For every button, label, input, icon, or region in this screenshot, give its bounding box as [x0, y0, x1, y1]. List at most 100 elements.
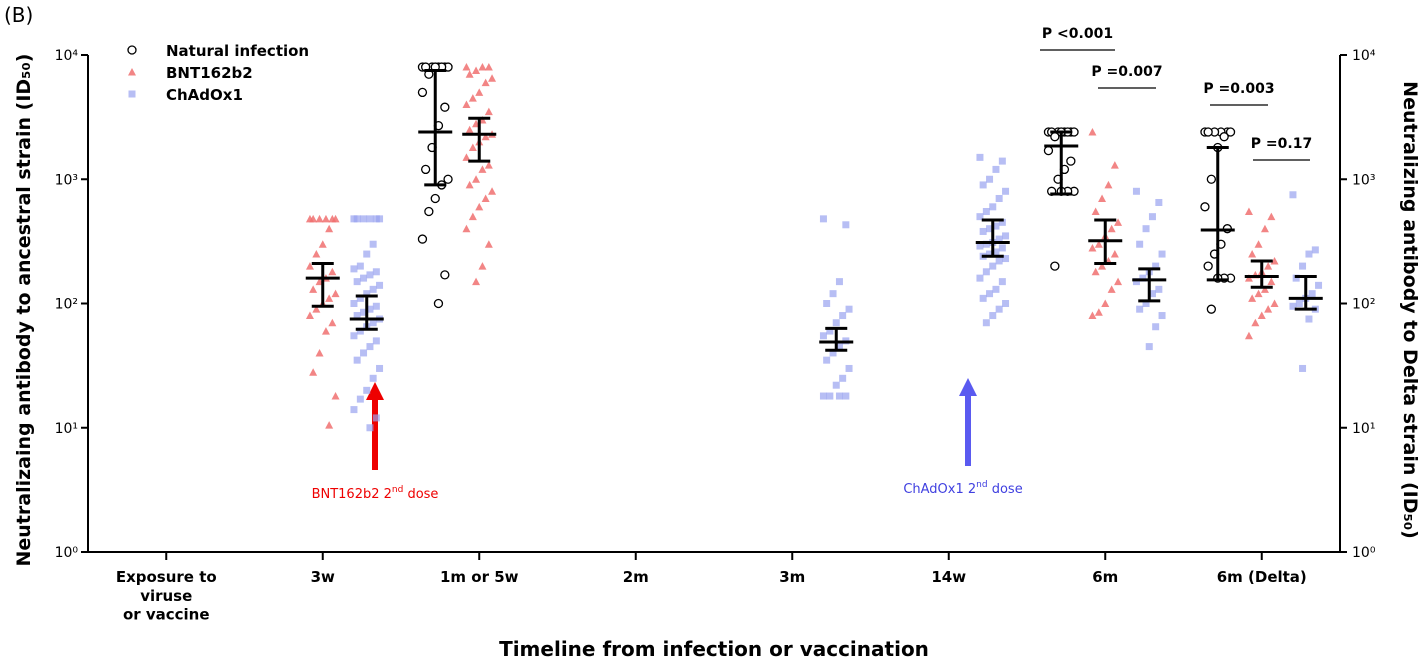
- point: [328, 267, 337, 276]
- point: [312, 305, 321, 313]
- point: [360, 215, 368, 223]
- point: [462, 100, 471, 108]
- point: [462, 63, 471, 71]
- point: [305, 311, 314, 320]
- point: [417, 87, 428, 98]
- point: [376, 364, 384, 372]
- point: [1299, 262, 1307, 270]
- point: [1244, 207, 1253, 216]
- point: [982, 240, 990, 248]
- point: [475, 88, 484, 96]
- point: [309, 368, 318, 376]
- point: [309, 214, 318, 223]
- point: [979, 227, 987, 235]
- y-tick-label: 10⁰: [55, 545, 79, 561]
- y-tick-label: 10⁴: [55, 48, 79, 64]
- point: [832, 319, 840, 327]
- x-tick-label: 3w: [311, 568, 335, 586]
- point: [1002, 255, 1010, 263]
- point: [1200, 202, 1210, 212]
- point: [842, 392, 850, 400]
- point: [1219, 132, 1229, 142]
- point: [998, 218, 1006, 226]
- point: [1292, 274, 1300, 282]
- point: [481, 78, 490, 87]
- point: [465, 125, 474, 134]
- point: [1132, 278, 1140, 286]
- point: [360, 308, 368, 316]
- point: [484, 63, 493, 71]
- point: [481, 132, 490, 141]
- point: [353, 215, 361, 223]
- point: [1110, 250, 1119, 258]
- point: [1107, 285, 1116, 293]
- point: [995, 257, 1003, 265]
- point: [1257, 311, 1266, 320]
- legend-marker: [128, 90, 136, 98]
- arrow-label-part: nd: [392, 485, 403, 495]
- point: [478, 165, 487, 173]
- point: [1142, 300, 1150, 307]
- point: [366, 424, 374, 432]
- point: [356, 262, 364, 270]
- arrow-head: [366, 382, 384, 400]
- point: [472, 66, 481, 75]
- point: [1088, 311, 1097, 320]
- point: [312, 250, 321, 258]
- point: [826, 392, 834, 400]
- point: [472, 175, 481, 183]
- point: [1094, 240, 1103, 248]
- point: [832, 381, 840, 389]
- y-tick-label: 10²: [55, 297, 78, 313]
- point: [1264, 262, 1273, 270]
- y2-tick-label: 10²: [1352, 297, 1375, 313]
- point: [465, 180, 474, 189]
- point: [366, 271, 374, 279]
- point: [1254, 240, 1263, 248]
- arrow-label-part: dose: [403, 487, 438, 502]
- point: [1091, 267, 1100, 276]
- point: [1267, 212, 1276, 221]
- point: [353, 312, 361, 320]
- point: [420, 164, 431, 175]
- point: [372, 268, 380, 276]
- point: [350, 406, 358, 414]
- point: [315, 214, 324, 223]
- point: [1289, 302, 1297, 310]
- point: [376, 215, 384, 223]
- panel-label: (B): [4, 3, 33, 27]
- point: [995, 305, 1003, 313]
- point: [976, 153, 984, 161]
- point: [1299, 364, 1307, 372]
- point: [325, 421, 334, 429]
- point: [484, 161, 493, 169]
- point: [835, 278, 843, 286]
- point: [992, 248, 1000, 256]
- point: [1203, 127, 1213, 137]
- point: [363, 386, 371, 394]
- point: [366, 305, 374, 313]
- point: [350, 300, 358, 307]
- point: [989, 312, 997, 320]
- point: [829, 349, 837, 357]
- p-value: P =0.17: [1251, 136, 1312, 152]
- x-tick-label: Exposure to viruse or vaccine: [116, 568, 217, 624]
- arrow-label-part: ChAdOx1 2: [903, 482, 976, 497]
- point: [1251, 318, 1260, 327]
- point: [976, 242, 984, 250]
- point: [484, 107, 493, 116]
- point: [819, 215, 827, 223]
- point: [1308, 290, 1316, 298]
- point: [1270, 299, 1279, 307]
- point: [845, 364, 853, 372]
- point: [992, 285, 1000, 293]
- point: [433, 298, 444, 309]
- point: [468, 94, 477, 102]
- point: [1254, 289, 1263, 298]
- point: [318, 240, 327, 248]
- p-value: P <0.001: [1042, 26, 1113, 42]
- point: [475, 202, 484, 211]
- point: [350, 265, 358, 273]
- point: [1136, 305, 1144, 313]
- y-tick-label: 10¹: [55, 421, 78, 437]
